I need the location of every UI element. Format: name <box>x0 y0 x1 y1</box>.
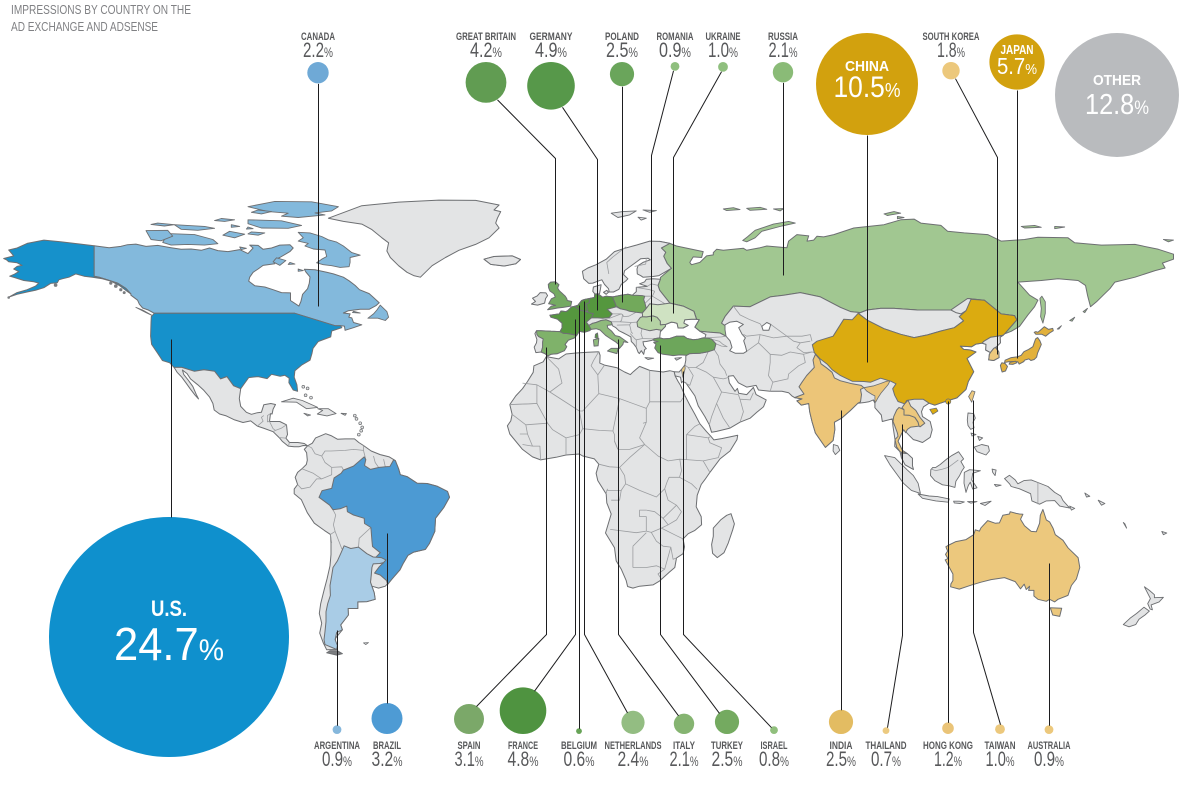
svg-text:POLAND: POLAND <box>605 31 639 43</box>
svg-text:1.0%: 1.0% <box>708 39 738 62</box>
svg-text:0.9%: 0.9% <box>322 748 352 771</box>
svg-text:OTHER: OTHER <box>1093 72 1141 89</box>
svg-text:GERMANY: GERMANY <box>530 31 573 43</box>
svg-text:0.9%: 0.9% <box>1034 748 1064 771</box>
svg-text:ITALY: ITALY <box>673 740 695 752</box>
svg-text:4.2%: 4.2% <box>470 39 502 62</box>
svg-text:BRAZIL: BRAZIL <box>373 740 401 752</box>
svg-text:CANADA: CANADA <box>301 31 335 43</box>
svg-text:ROMANIA: ROMANIA <box>657 31 694 43</box>
svg-text:0.8%: 0.8% <box>759 748 789 771</box>
svg-text:GREAT BRITAIN: GREAT BRITAIN <box>456 31 516 43</box>
svg-text:TURKEY: TURKEY <box>711 740 743 752</box>
svg-text:ARGENTINA: ARGENTINA <box>314 740 360 752</box>
svg-text:2.4%: 2.4% <box>618 748 649 771</box>
svg-text:NETHERLANDS: NETHERLANDS <box>605 740 662 752</box>
svg-text:1.0%: 1.0% <box>986 748 1015 771</box>
svg-text:HONG KONG: HONG KONG <box>923 740 973 752</box>
svg-text:JAPAN: JAPAN <box>1001 42 1034 57</box>
svg-text:BELGIUM: BELGIUM <box>561 740 597 752</box>
svg-text:FRANCE: FRANCE <box>508 740 538 752</box>
svg-text:U.S.: U.S. <box>151 596 187 621</box>
svg-text:1.2%: 1.2% <box>934 748 962 771</box>
svg-text:3.1%: 3.1% <box>455 748 484 771</box>
svg-text:2.1%: 2.1% <box>670 748 699 771</box>
svg-text:RUSSIA: RUSSIA <box>768 31 798 43</box>
svg-text:4.9%: 4.9% <box>535 39 567 62</box>
svg-text:ISRAEL: ISRAEL <box>761 740 788 752</box>
svg-text:THAILAND: THAILAND <box>866 740 907 752</box>
svg-text:INDIA: INDIA <box>830 740 853 752</box>
svg-text:4.8%: 4.8% <box>508 748 539 771</box>
svg-text:UKRAINE: UKRAINE <box>706 31 741 43</box>
svg-text:3.2%: 3.2% <box>372 748 403 771</box>
svg-text:0.6%: 0.6% <box>564 748 595 771</box>
svg-text:CHINA: CHINA <box>845 58 889 75</box>
svg-text:TAIWAN: TAIWAN <box>985 740 1016 752</box>
svg-text:0.9%: 0.9% <box>659 39 691 62</box>
svg-text:AUSTRALIA: AUSTRALIA <box>1028 740 1071 752</box>
svg-text:AD EXCHANGE AND ADSENSE: AD EXCHANGE AND ADSENSE <box>11 19 158 34</box>
svg-text:SOUTH KOREA: SOUTH KOREA <box>923 31 980 43</box>
svg-text:2.5%: 2.5% <box>826 748 856 771</box>
svg-text:0.7%: 0.7% <box>871 748 901 771</box>
svg-text:2.5%: 2.5% <box>712 748 743 771</box>
svg-text:IMPRESSIONS BY COUNTRY ON THE: IMPRESSIONS BY COUNTRY ON THE <box>11 2 191 17</box>
svg-text:2.1%: 2.1% <box>769 39 798 62</box>
svg-text:SPAIN: SPAIN <box>458 740 481 752</box>
svg-text:1.8%: 1.8% <box>937 39 965 62</box>
svg-text:2.2%: 2.2% <box>303 39 333 62</box>
svg-text:2.5%: 2.5% <box>606 39 638 62</box>
